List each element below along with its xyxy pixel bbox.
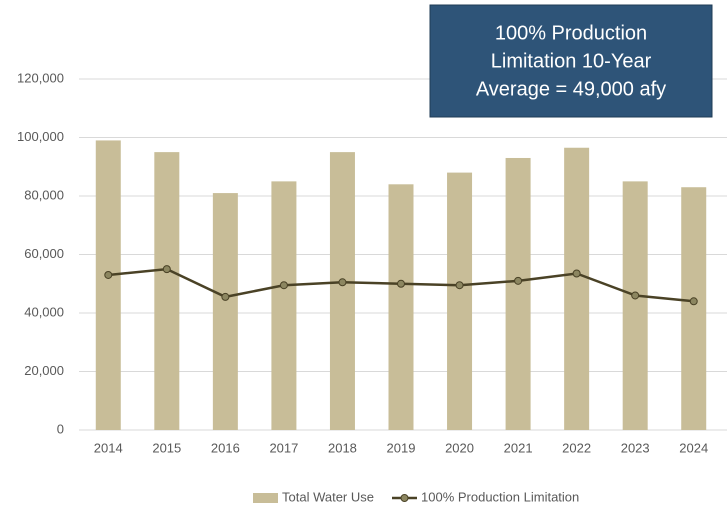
y-tick-label: 0 bbox=[57, 421, 64, 436]
x-tick-label: 2015 bbox=[152, 440, 181, 455]
bar bbox=[154, 152, 180, 430]
y-tick-label: 60,000 bbox=[24, 246, 64, 261]
bar bbox=[505, 157, 531, 430]
y-tick-label: 80,000 bbox=[24, 187, 64, 202]
line-marker bbox=[514, 276, 523, 285]
y-tick-label: 120,000 bbox=[17, 70, 64, 85]
bar bbox=[95, 140, 121, 431]
line-marker bbox=[279, 281, 288, 290]
x-tick-label: 2019 bbox=[387, 440, 416, 455]
legend-label: Total Water Use bbox=[282, 489, 374, 504]
bar bbox=[681, 187, 707, 430]
bar bbox=[388, 184, 414, 430]
legend-label: 100% Production Limitation bbox=[421, 489, 579, 504]
line-marker bbox=[162, 265, 171, 274]
x-tick-label: 2023 bbox=[621, 440, 650, 455]
bar bbox=[447, 172, 473, 430]
legend-swatch bbox=[400, 494, 409, 502]
bar bbox=[564, 147, 590, 431]
bar bbox=[212, 193, 238, 430]
x-tick-label: 2017 bbox=[269, 440, 298, 455]
legend-swatch bbox=[253, 493, 278, 503]
x-tick-label: 2018 bbox=[328, 440, 357, 455]
line-marker bbox=[221, 292, 230, 301]
line-marker bbox=[631, 291, 640, 300]
x-tick-label: 2024 bbox=[679, 440, 708, 455]
line-marker bbox=[338, 278, 347, 287]
x-tick-label: 2022 bbox=[562, 440, 591, 455]
bar bbox=[329, 152, 355, 430]
bar bbox=[271, 181, 297, 430]
bar bbox=[622, 181, 648, 430]
x-tick-label: 2016 bbox=[211, 440, 240, 455]
x-tick-label: 2020 bbox=[445, 440, 474, 455]
x-tick-label: 2014 bbox=[94, 440, 123, 455]
annotation: Limitation 10-Year bbox=[491, 50, 652, 72]
line-marker bbox=[104, 270, 113, 279]
y-tick-label: 100,000 bbox=[17, 129, 64, 144]
line-marker bbox=[455, 281, 464, 290]
annotation-box bbox=[429, 4, 713, 118]
annotation: Average = 49,000 afy bbox=[476, 78, 666, 100]
y-tick-label: 40,000 bbox=[24, 304, 64, 319]
y-tick-label: 20,000 bbox=[24, 363, 64, 378]
line-marker bbox=[572, 269, 581, 278]
annotation: 100% Production bbox=[495, 22, 647, 44]
line-marker bbox=[397, 279, 405, 288]
x-tick-label: 2021 bbox=[504, 440, 533, 455]
line-marker bbox=[689, 297, 698, 306]
